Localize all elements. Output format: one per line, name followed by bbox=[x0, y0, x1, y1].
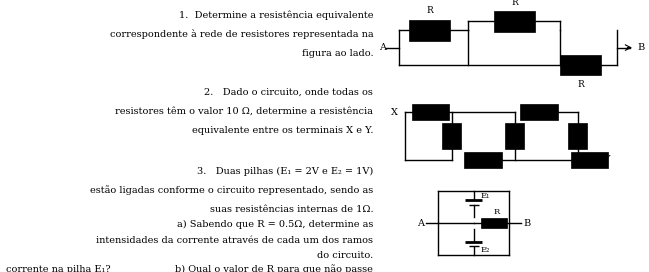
Bar bbox=[412, 104, 449, 120]
Text: B: B bbox=[637, 43, 644, 52]
Text: 3.   Duas pilhas (E₁ = 2V e E₂ = 1V): 3. Duas pilhas (E₁ = 2V e E₂ = 1V) bbox=[197, 167, 373, 176]
Text: X: X bbox=[391, 108, 398, 117]
Text: 1.  Determine a resistência equivalente: 1. Determine a resistência equivalente bbox=[178, 10, 373, 20]
Text: A: A bbox=[417, 218, 424, 228]
Text: estão ligadas conforme o circuito representado, sendo as: estão ligadas conforme o circuito repres… bbox=[90, 186, 373, 195]
Bar bbox=[481, 218, 507, 228]
Bar bbox=[520, 104, 558, 120]
Bar bbox=[442, 123, 461, 149]
Bar bbox=[506, 123, 524, 149]
Text: B: B bbox=[524, 218, 531, 228]
Text: A: A bbox=[379, 43, 386, 52]
Text: E₂: E₂ bbox=[481, 246, 490, 254]
Text: corrente na pilha E₁?: corrente na pilha E₁? bbox=[6, 265, 111, 272]
Text: b) Qual o valor de R para que não passe: b) Qual o valor de R para que não passe bbox=[175, 264, 373, 272]
Text: a) Sabendo que R = 0.5Ω, determine as: a) Sabendo que R = 0.5Ω, determine as bbox=[177, 220, 373, 229]
Text: E₁: E₁ bbox=[481, 193, 490, 200]
Text: resistores têm o valor 10 Ω, determine a resistência: resistores têm o valor 10 Ω, determine a… bbox=[116, 107, 373, 116]
Text: R: R bbox=[426, 7, 433, 16]
Text: R: R bbox=[511, 0, 518, 7]
Text: do circuito.: do circuito. bbox=[317, 251, 373, 260]
Bar bbox=[570, 152, 608, 168]
Text: 2.   Dado o circuito, onde todas os: 2. Dado o circuito, onde todas os bbox=[204, 88, 373, 97]
Text: correspondente à rede de resistores representada na: correspondente à rede de resistores repr… bbox=[110, 29, 373, 39]
Bar bbox=[561, 55, 602, 75]
Text: equivalente entre os terminais X e Y.: equivalente entre os terminais X e Y. bbox=[191, 126, 373, 135]
Bar bbox=[465, 152, 502, 168]
Bar bbox=[410, 20, 450, 41]
Text: figura ao lado.: figura ao lado. bbox=[302, 48, 373, 58]
Bar bbox=[569, 123, 587, 149]
Text: R: R bbox=[493, 208, 500, 216]
Bar bbox=[494, 11, 535, 32]
Text: R: R bbox=[578, 80, 584, 89]
Text: suas resistências internas de 1Ω.: suas resistências internas de 1Ω. bbox=[210, 205, 373, 214]
Text: Y: Y bbox=[604, 155, 610, 164]
Text: intensidades da corrente através de cada um dos ramos: intensidades da corrente através de cada… bbox=[96, 236, 373, 245]
